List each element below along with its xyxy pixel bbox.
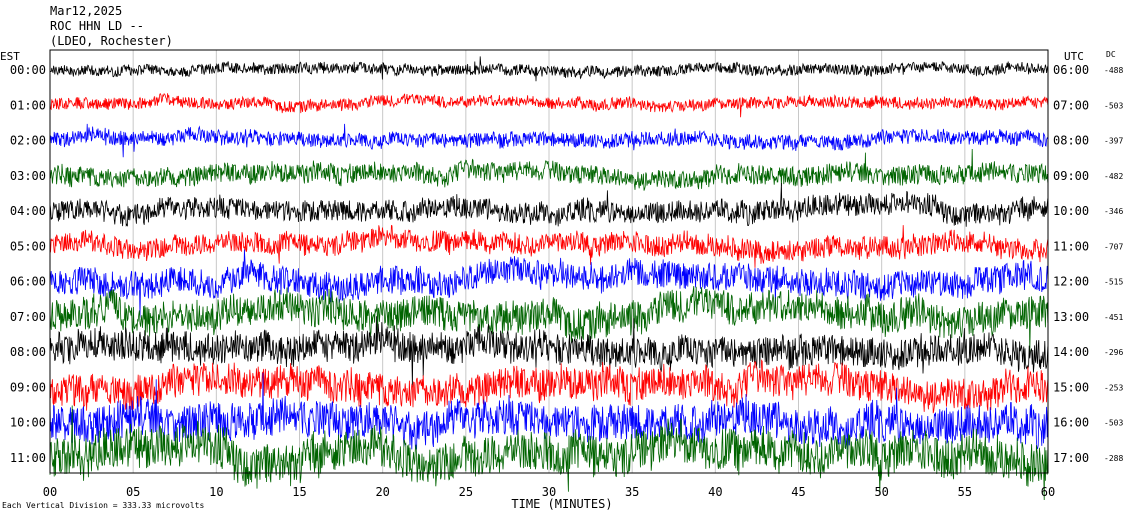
x-tick-label: 35	[625, 485, 639, 499]
footer-note: Each Vertical Division = 333.33 microvol…	[2, 501, 204, 510]
trace-row	[49, 372, 1049, 450]
trace-row	[49, 224, 1049, 268]
utc-time-label: 13:00	[1053, 310, 1089, 324]
label-layer: 00 05 10 15 20 25 30 35 40 45 50 55 60 00:00 06:00 -488…	[10, 63, 1124, 499]
dc-value-label: -503	[1104, 419, 1123, 428]
utc-time-label: 08:00	[1053, 134, 1089, 148]
chart-date: Mar12,2025	[50, 4, 123, 18]
utc-time-label: 11:00	[1053, 239, 1089, 253]
dc-value-label: -707	[1104, 242, 1123, 251]
dc-value-label: -288	[1104, 454, 1123, 463]
dc-label: DC	[1106, 50, 1116, 59]
trace-row	[49, 359, 1049, 414]
est-time-label: 00:00	[10, 63, 46, 77]
plot-frame	[49, 49, 1049, 474]
est-time-label: 10:00	[10, 416, 46, 430]
x-tick-label: 20	[375, 485, 389, 499]
est-time-label: 03:00	[10, 169, 46, 183]
x-tick-label: 00	[43, 485, 57, 499]
x-tick-label: 50	[874, 485, 888, 499]
dc-value-label: -397	[1104, 137, 1123, 146]
chart-station: ROC HHN LD --	[50, 19, 144, 33]
trace-row	[49, 56, 1049, 82]
utc-time-label: 12:00	[1053, 275, 1089, 289]
utc-time-label: 14:00	[1053, 345, 1089, 359]
trace-row	[49, 182, 1049, 227]
dc-value-label: -451	[1104, 313, 1123, 322]
x-tick-label: 10	[209, 485, 223, 499]
dc-value-label: -488	[1104, 66, 1123, 75]
est-time-label: 09:00	[10, 380, 46, 394]
trace-row	[49, 148, 1049, 191]
trace-layer	[49, 56, 1049, 501]
utc-time-label: 06:00	[1053, 63, 1089, 77]
x-tick-label: 25	[459, 485, 473, 499]
dc-value-label: -296	[1104, 348, 1123, 357]
utc-time-label: 10:00	[1053, 204, 1089, 218]
left-axis-label: EST	[0, 50, 20, 63]
trace-row	[49, 249, 1049, 318]
dc-value-label: -482	[1104, 172, 1123, 181]
trace-row	[49, 93, 1049, 118]
est-time-label: 08:00	[10, 345, 46, 359]
utc-time-label: 09:00	[1053, 169, 1089, 183]
trace-row	[49, 123, 1049, 158]
est-time-label: 11:00	[10, 451, 46, 465]
x-axis-label: TIME (MINUTES)	[511, 497, 612, 511]
right-axis-label: UTC	[1064, 50, 1084, 63]
est-time-label: 04:00	[10, 204, 46, 218]
x-tick-label: 30	[542, 485, 556, 499]
dc-value-label: -253	[1104, 383, 1123, 392]
est-time-label: 07:00	[10, 310, 46, 324]
dc-value-label: -346	[1104, 207, 1123, 216]
utc-time-label: 17:00	[1053, 451, 1089, 465]
x-tick-label: 45	[791, 485, 805, 499]
x-tick-label: 15	[292, 485, 306, 499]
trace-row	[49, 316, 1049, 388]
dc-value-label: -503	[1104, 101, 1123, 110]
est-time-label: 01:00	[10, 98, 46, 112]
trace-row	[49, 405, 1049, 501]
utc-time-label: 16:00	[1053, 416, 1089, 430]
dc-value-label: -515	[1104, 278, 1123, 287]
est-time-label: 02:00	[10, 134, 46, 148]
est-time-label: 05:00	[10, 239, 46, 253]
chart-network: (LDEO, Rochester)	[50, 34, 173, 48]
x-tick-label: 60	[1041, 485, 1055, 499]
x-tick-label: 40	[708, 485, 722, 499]
x-tick-label: 55	[958, 485, 972, 499]
est-time-label: 06:00	[10, 275, 46, 289]
x-tick-label: 05	[126, 485, 140, 499]
utc-time-label: 07:00	[1053, 98, 1089, 112]
trace-row	[49, 286, 1049, 353]
utc-time-label: 15:00	[1053, 380, 1089, 394]
